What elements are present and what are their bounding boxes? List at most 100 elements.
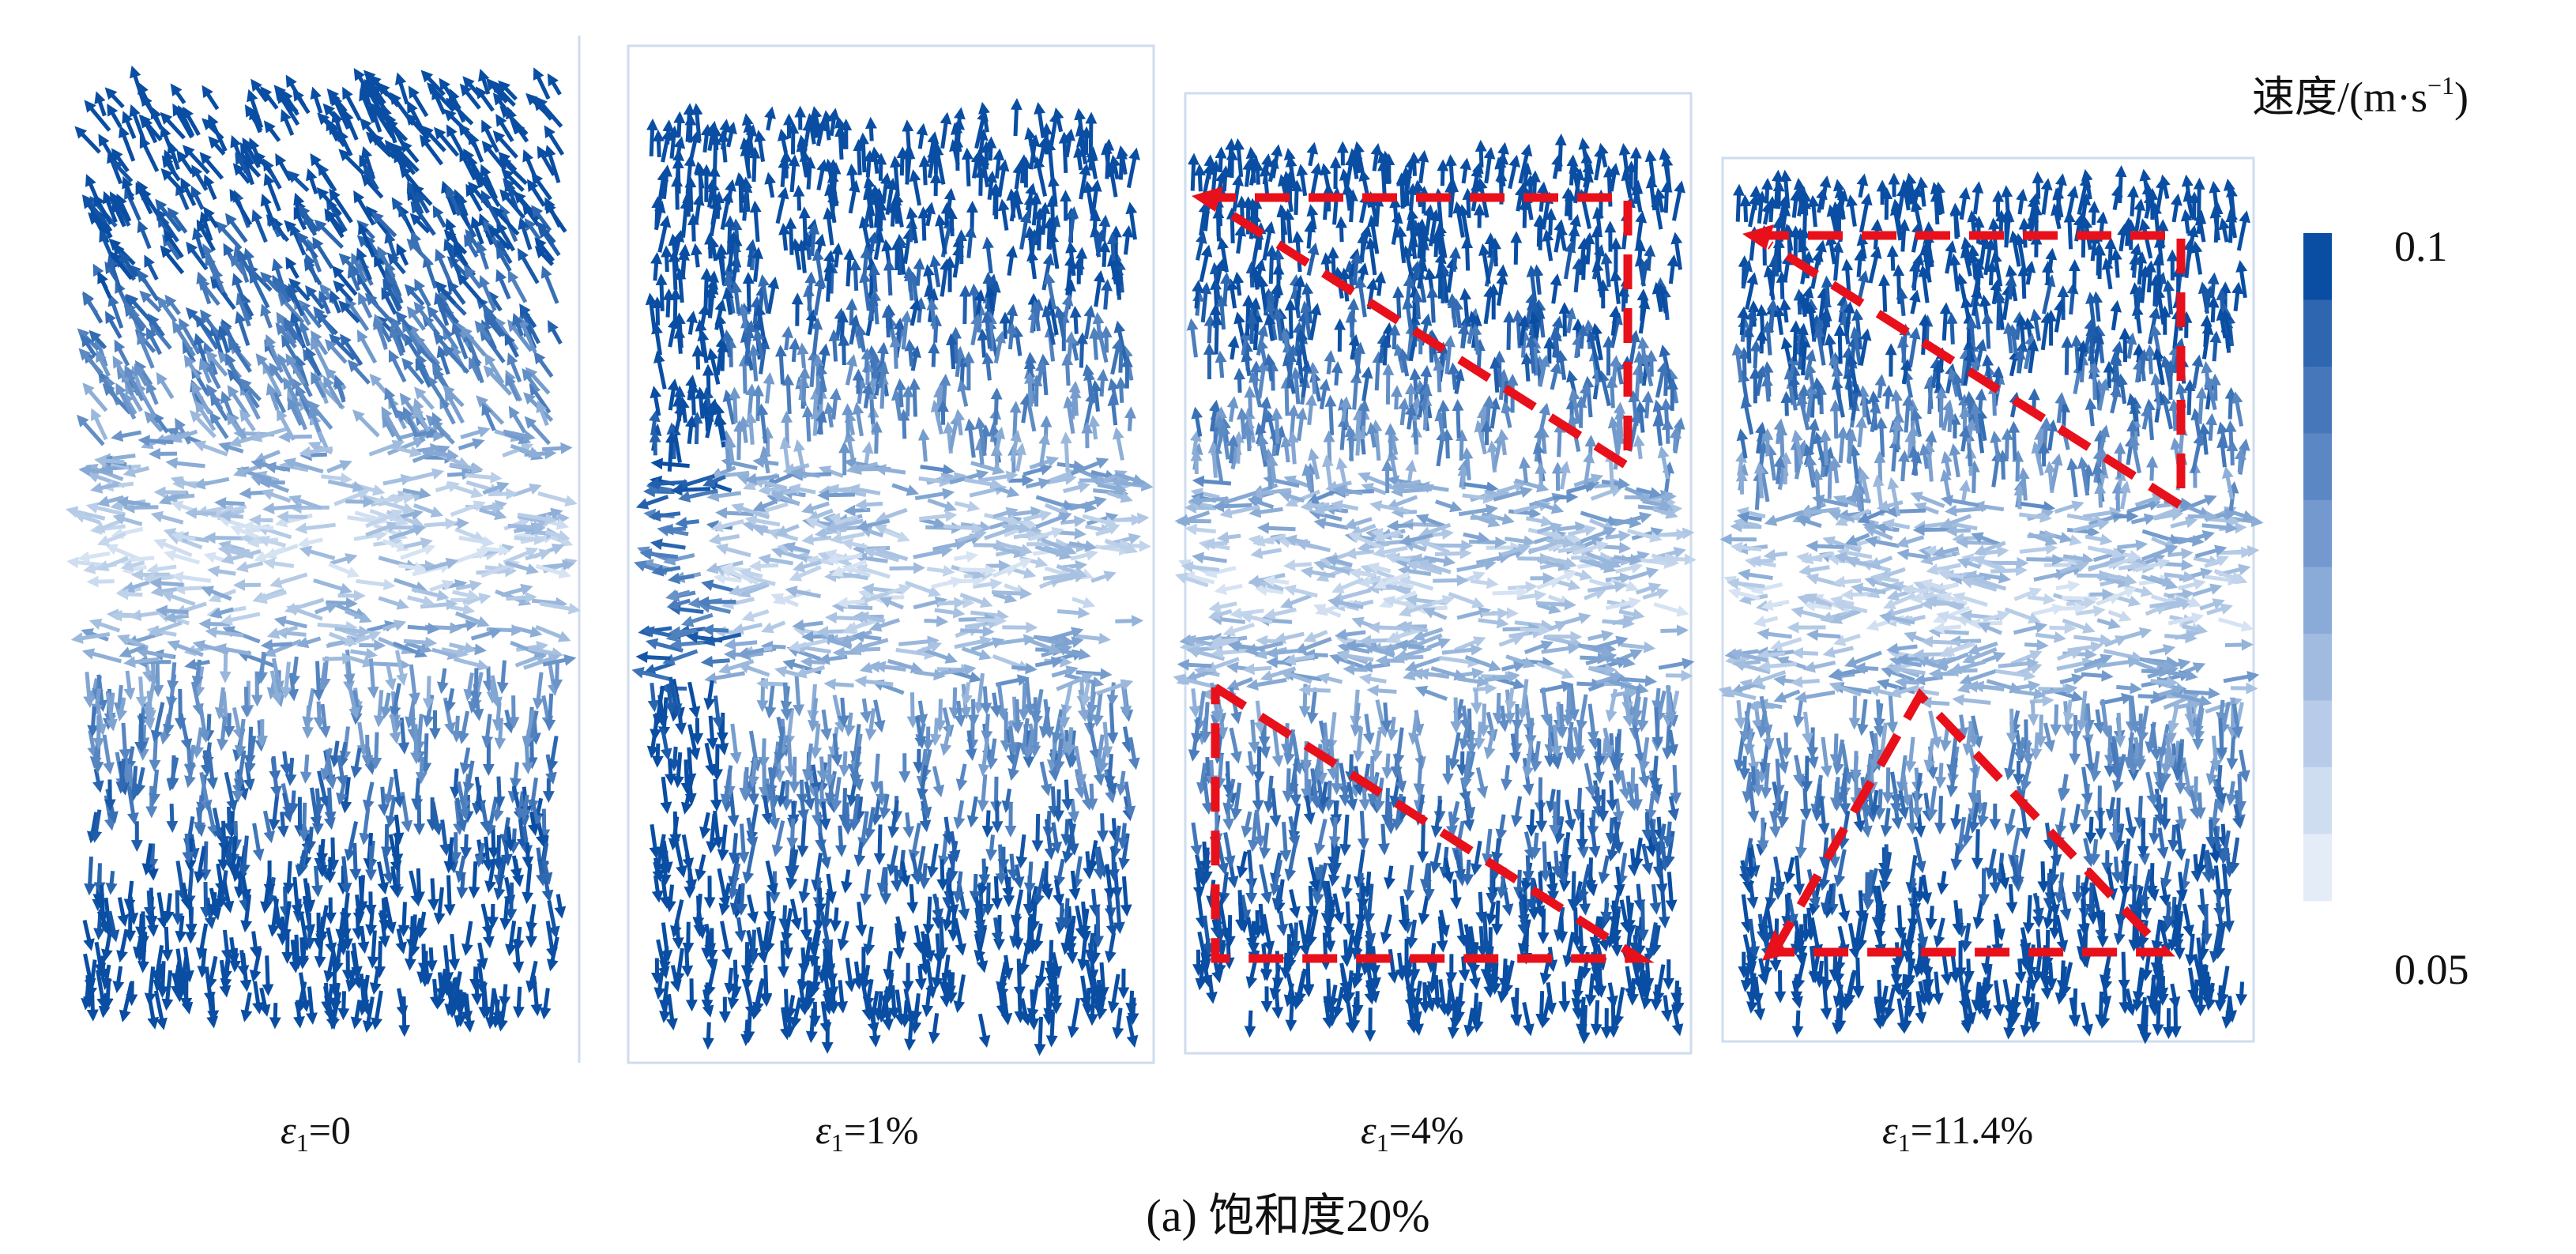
velocity-arrow: [1565, 307, 1576, 333]
velocity-arrow: [1540, 687, 1553, 726]
velocity-arrow: [312, 788, 325, 816]
velocity-arrow: [684, 779, 697, 806]
velocity-arrow: [324, 787, 337, 824]
velocity-arrow: [1226, 278, 1238, 309]
velocity-arrow: [382, 500, 416, 514]
velocity-arrow: [945, 333, 958, 370]
velocity-arrow: [1205, 976, 1218, 1004]
velocity-arrow: [2125, 807, 2137, 839]
velocity-arrow: [1497, 153, 1509, 180]
velocity-arrow: [1814, 960, 1827, 989]
velocity-arrow: [1578, 1004, 1591, 1045]
velocity-arrow: [1486, 868, 1498, 906]
velocity-arrow: [385, 797, 397, 828]
velocity-arrow: [254, 653, 267, 685]
velocity-arrow: [1666, 254, 1679, 284]
velocity-arrow: [1429, 842, 1442, 874]
velocity-arrow: [1476, 926, 1489, 958]
velocity-arrow: [1296, 164, 1309, 197]
velocity-arrow: [512, 986, 525, 1019]
velocity-arrow: [936, 921, 949, 960]
velocity-arrow: [413, 795, 426, 836]
velocity-arrow: [449, 642, 476, 654]
velocity-arrow: [258, 987, 271, 1017]
velocity-arrow: [1431, 974, 1444, 1010]
velocity-arrow: [1949, 443, 1961, 478]
velocity-arrow: [964, 418, 977, 458]
velocity-arrow: [213, 879, 226, 911]
velocity-arrow: [863, 926, 876, 956]
velocity-arrow: [1030, 192, 1042, 226]
velocity-arrow: [1636, 901, 1649, 942]
velocity-arrow: [651, 743, 664, 768]
velocity-arrow: [1357, 883, 1369, 911]
velocity-arrow: [1448, 247, 1461, 273]
velocity-arrow: [685, 978, 698, 1012]
velocity-arrow: [802, 119, 814, 153]
velocity-arrow: [1655, 360, 1669, 398]
velocity-arrow: [1404, 382, 1417, 408]
velocity-arrow: [397, 902, 410, 937]
velocity-arrow: [969, 874, 981, 903]
velocity-arrow: [152, 661, 164, 698]
velocity-arrow: [917, 428, 930, 462]
velocity-arrow: [997, 198, 1010, 231]
velocity-arrow: [1638, 491, 1677, 503]
velocity-arrow: [814, 887, 827, 916]
velocity-arrow: [1283, 653, 1315, 666]
velocity-arrow: [170, 83, 186, 104]
velocity-arrow: [736, 883, 748, 916]
velocity-arrow: [942, 907, 954, 932]
velocity-arrow: [758, 553, 794, 566]
velocity-arrow: [183, 868, 196, 907]
velocity-arrow: [674, 841, 687, 879]
velocity-arrow: [1628, 567, 1659, 581]
velocity-arrow: [222, 882, 235, 913]
velocity-arrow: [1442, 857, 1455, 884]
velocity-arrow: [684, 747, 697, 786]
velocity-arrow: [280, 751, 292, 776]
velocity-arrow: [1459, 751, 1472, 791]
velocity-arrow: [1075, 668, 1113, 680]
velocity-arrow: [1241, 340, 1253, 371]
velocity-arrow: [789, 997, 802, 1030]
velocity-arrow: [954, 700, 966, 728]
velocity-arrow: [1256, 275, 1269, 314]
velocity-arrow: [978, 858, 991, 887]
velocity-arrow: [722, 389, 736, 425]
velocity-arrow: [1052, 107, 1064, 133]
velocity-arrow: [1347, 298, 1360, 337]
velocity-arrow: [324, 338, 348, 364]
velocity-arrow: [1019, 210, 1032, 250]
velocity-arrow: [808, 348, 819, 387]
velocity-arrow: [94, 91, 107, 117]
velocity-arrow: [450, 768, 462, 799]
velocity-arrow: [185, 900, 198, 936]
velocity-arrow: [323, 952, 336, 983]
velocity-arrow: [1208, 601, 1237, 613]
velocity-arrow: [203, 532, 244, 544]
velocity-arrow: [92, 768, 104, 793]
velocity-arrow: [87, 706, 100, 737]
velocity-arrow: [365, 909, 378, 937]
velocity-arrow: [978, 101, 990, 133]
velocity-arrow: [1061, 353, 1074, 386]
velocity-arrow: [1925, 906, 1938, 931]
velocity-arrow: [383, 776, 395, 806]
velocity-arrow: [356, 330, 378, 364]
velocity-arrow: [1090, 379, 1102, 412]
velocity-arrow: [2055, 580, 2081, 593]
velocity-arrow: [1242, 663, 1272, 676]
velocity-arrow: [1259, 823, 1271, 860]
velocity-arrow: [1034, 656, 1064, 668]
velocity-arrow: [943, 522, 984, 534]
velocity-arrow: [650, 713, 662, 741]
velocity-arrow: [260, 638, 292, 651]
velocity-arrow: [666, 993, 678, 1031]
velocity-arrow: [706, 120, 719, 152]
velocity-arrow: [1384, 801, 1397, 834]
velocity-arrow: [1060, 898, 1073, 930]
velocity-arrow: [836, 980, 849, 1014]
velocity-arrow: [1644, 790, 1657, 822]
velocity-arrow: [1064, 128, 1075, 158]
